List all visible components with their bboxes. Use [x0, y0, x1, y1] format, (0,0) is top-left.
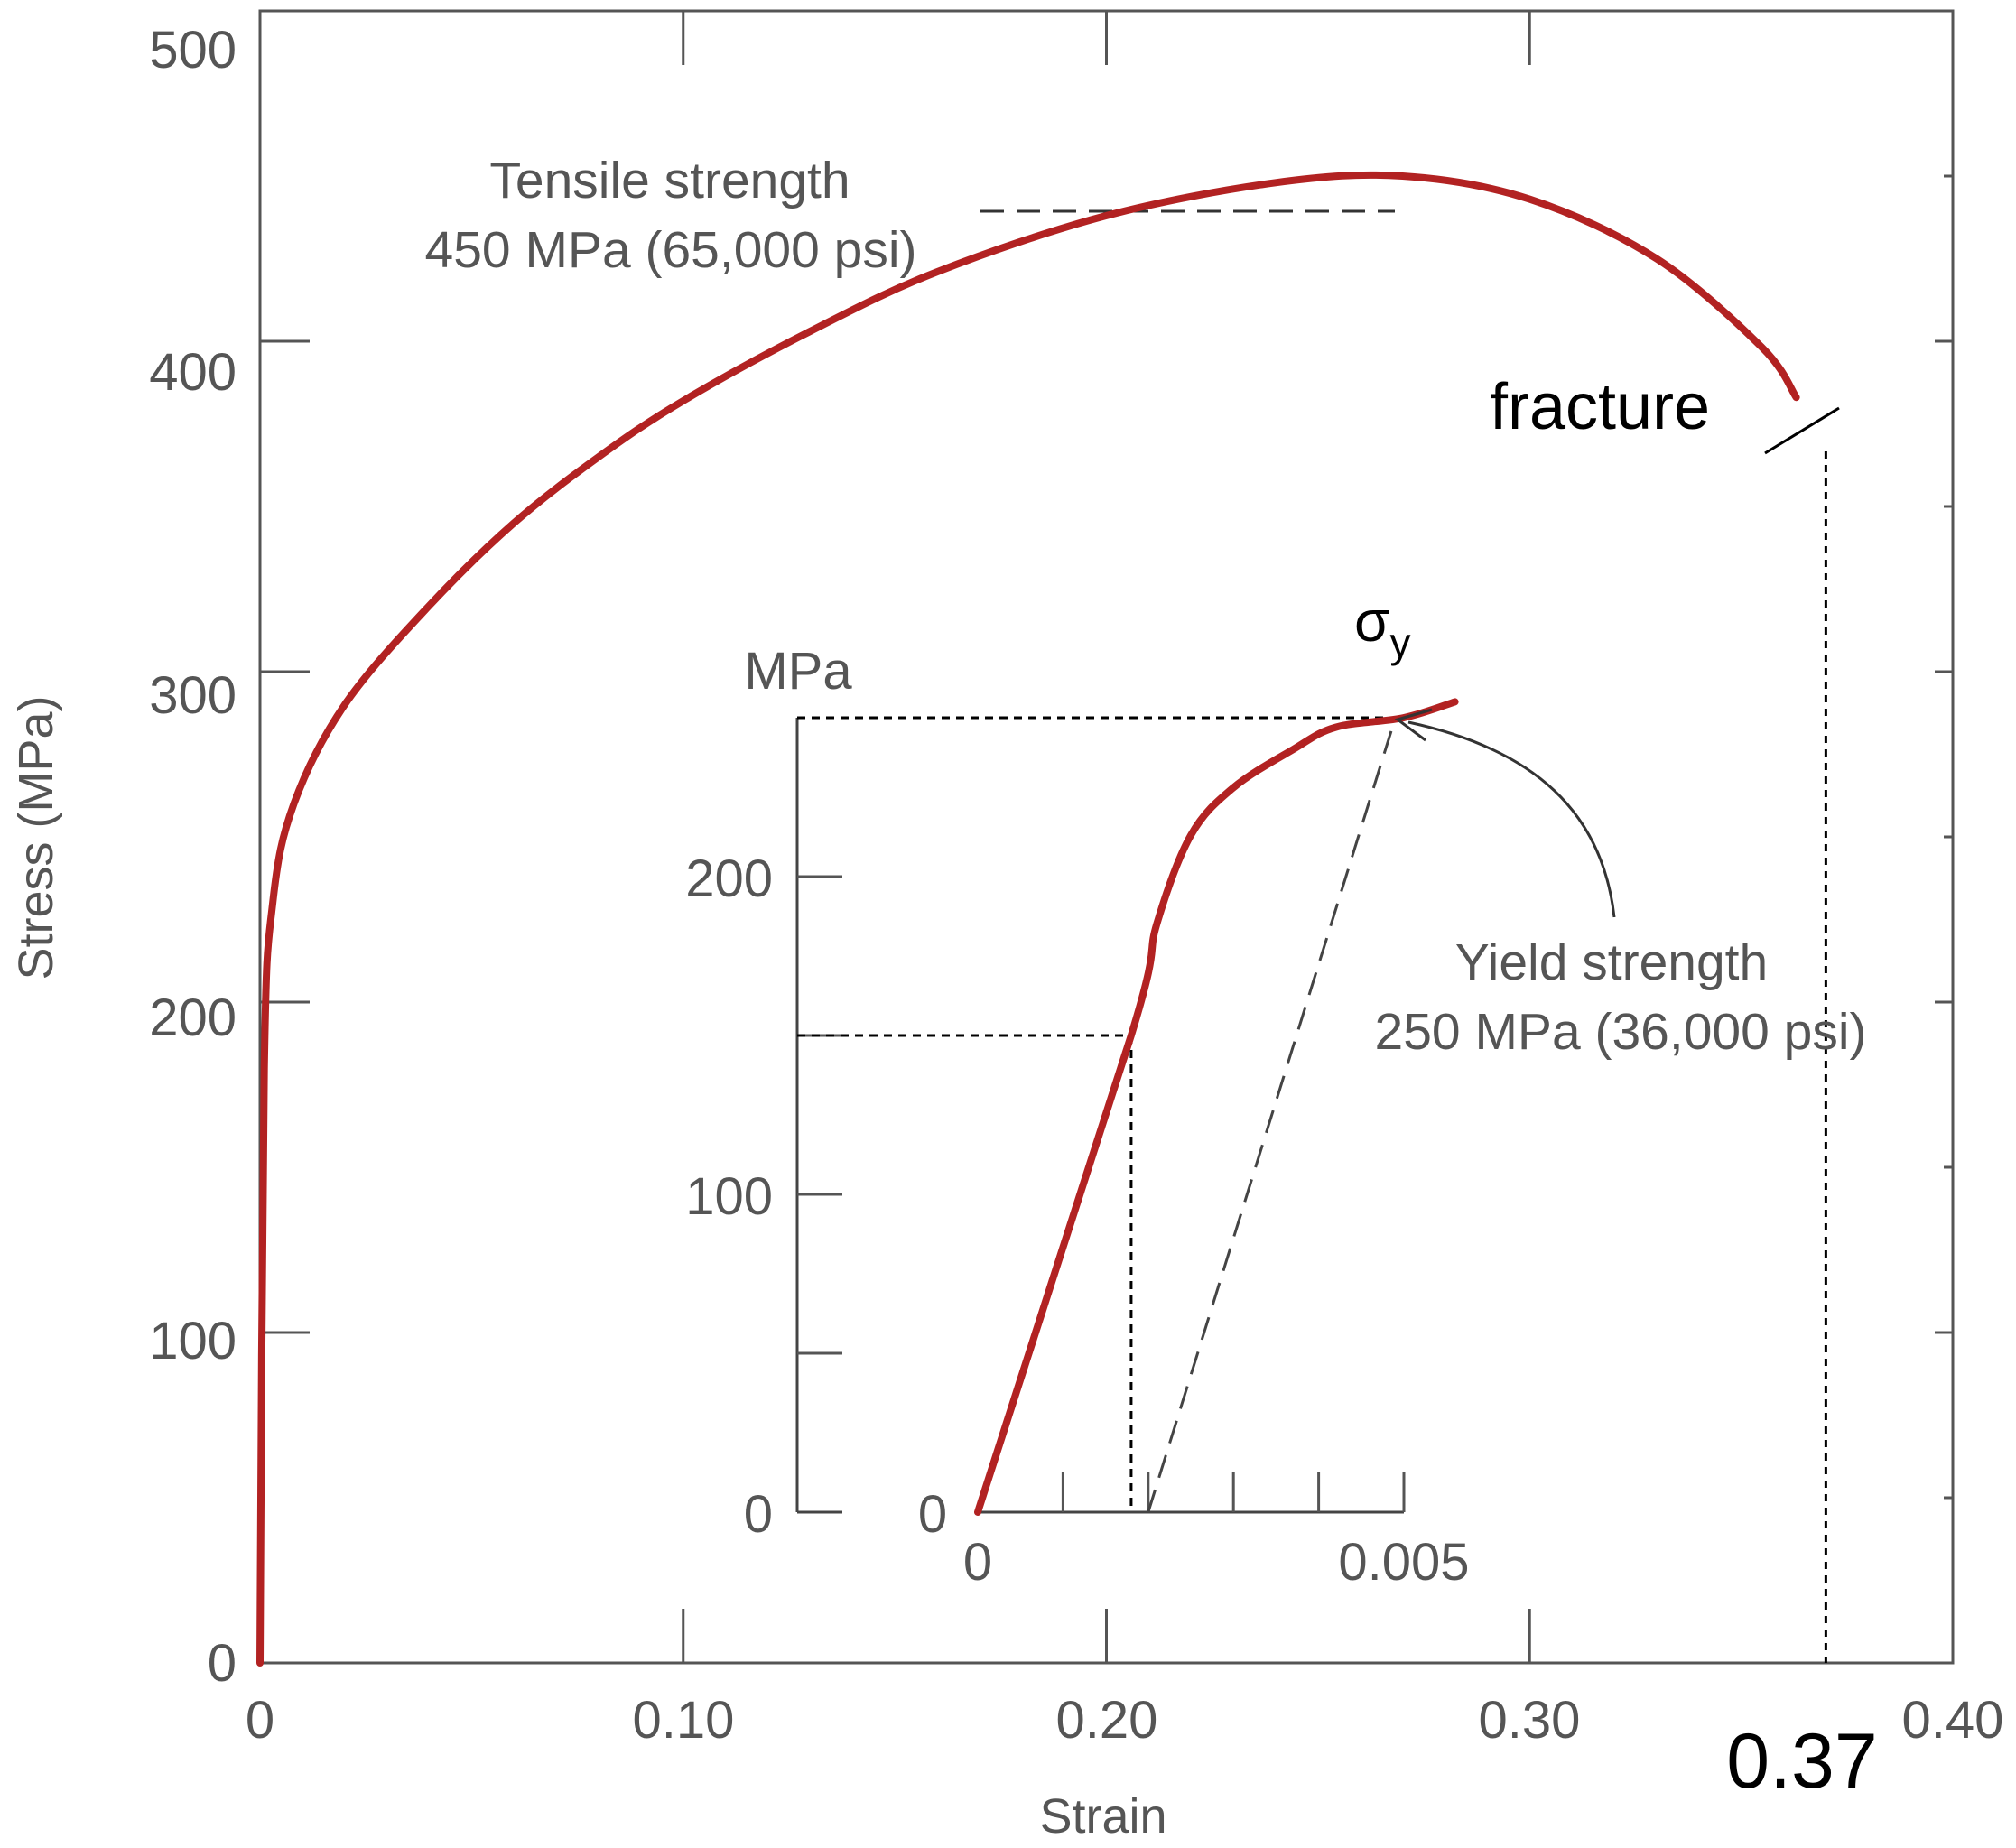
sigma-y-label: σy [1354, 589, 1411, 666]
yield-arrowhead [1394, 708, 1433, 742]
y-tick-label: 0 [208, 1634, 237, 1693]
tensile-strength-value-label: 450 MPa (65,000 psi) [425, 221, 917, 279]
inset-plot: MPa 0 100 200 0 0 0.005 Yield strength 2… [685, 589, 1866, 1592]
y-tick-label: 200 [149, 989, 237, 1047]
inset-x-origin-label: 0 [918, 1485, 947, 1544]
yield-strength-label: Yield strength [1455, 933, 1768, 991]
inset-x-tick-label: 0.005 [1338, 1533, 1469, 1592]
x-axis-title: Strain [1039, 1789, 1166, 1843]
inset-y-tick-label: 200 [685, 850, 773, 908]
stress-strain-curve [256, 171, 1800, 1667]
x-tick-label: 0.20 [1056, 1691, 1158, 1750]
y-tick-label: 400 [149, 343, 237, 402]
y-tick-label: 300 [149, 666, 237, 725]
x-tick-label: 0.10 [633, 1691, 735, 1750]
inset-y-axis-title: MPa [744, 642, 852, 701]
y-tick-label: 500 [149, 21, 237, 79]
fracture-label: fracture [1490, 371, 1710, 443]
offset-line [1147, 717, 1397, 1513]
main-axis-ticks [258, 9, 1955, 1665]
yield-strength-value-label: 250 MPa (36,000 psi) [1375, 1003, 1867, 1061]
inset-stress-strain-curve [974, 698, 1459, 1516]
x-tick-label: 0.30 [1479, 1691, 1581, 1750]
inset-axis-ticks [797, 875, 1406, 1512]
fracture-strain-label: 0.37 [1726, 1718, 1877, 1805]
inset-y-tick-label: 100 [685, 1167, 773, 1226]
x-tick-label: 0 [246, 1691, 274, 1750]
y-axis-title: Stress (MPa) [9, 695, 63, 980]
x-tick-label: 0.40 [1902, 1691, 2004, 1750]
inset-x-tick-label: 0 [963, 1533, 992, 1592]
fracture-mark [1764, 406, 1840, 455]
y-tick-label: 100 [149, 1312, 237, 1370]
inset-y-tick-label: 0 [744, 1485, 773, 1544]
yield-arrow [1407, 720, 1616, 918]
tensile-strength-label: Tensile strength [489, 152, 850, 209]
